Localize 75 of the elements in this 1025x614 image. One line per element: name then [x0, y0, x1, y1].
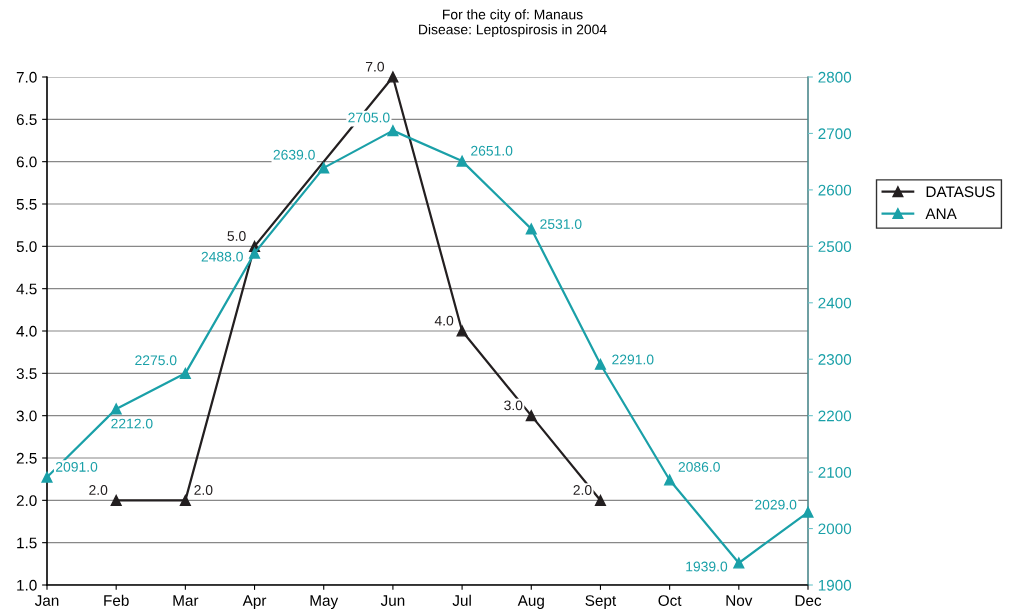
point: [525, 410, 537, 422]
data-label: 2705.0: [348, 112, 390, 123]
y-tick-label: 2.5: [16, 452, 37, 464]
point: [387, 71, 399, 83]
data-label: 2531.0: [540, 219, 582, 229]
y2-tick-label: 2200: [818, 410, 852, 422]
legend-label: DATASUS: [926, 186, 995, 198]
y-tick-label: 1.0: [17, 579, 37, 591]
data-label: 4.0: [434, 315, 454, 326]
x-tick-label: May: [310, 595, 339, 609]
y2-tick-label: 2000: [818, 523, 852, 535]
y2-tick-label: 2500: [818, 241, 852, 253]
x-tick-label: Aug: [517, 595, 544, 609]
x-tick-label: Oct: [658, 595, 682, 606]
point: [594, 358, 607, 370]
data-label: 1939.0: [686, 561, 728, 572]
data-label: 2.0: [194, 485, 213, 495]
x-tick-label: Mar: [173, 595, 199, 606]
legend-label: ANA: [925, 208, 957, 219]
data-label: 5.0: [227, 231, 246, 241]
y2-tick-label: 2300: [818, 354, 852, 365]
x-tick-label: Jul: [452, 594, 471, 606]
point: [110, 403, 122, 415]
y2-tick-label: 2700: [818, 128, 852, 140]
data-label: 2291.0: [612, 354, 654, 365]
y2-tick-label: 2600: [818, 184, 852, 196]
point: [664, 474, 676, 486]
x-tick-label: Sept: [585, 595, 617, 609]
x-tick-label: Dec: [795, 595, 822, 606]
point: [802, 506, 814, 518]
point: [110, 494, 122, 506]
point: [525, 223, 537, 235]
data-label: 2212.0: [111, 418, 153, 429]
point: [179, 494, 191, 506]
data-label: 2651.0: [471, 145, 513, 156]
y-tick-label: 5.5: [16, 199, 37, 210]
y-tick-label: 4.0: [16, 325, 37, 337]
x-tick-label: Feb: [104, 594, 129, 606]
point: [41, 471, 53, 483]
y2-tick-label: 2800: [818, 71, 852, 83]
chart-title: For the city of: Manaus Disease: Leptospirosis in 2004: [419, 9, 607, 38]
data-label: 2639.0: [273, 149, 315, 160]
x-tick-label: Jun: [380, 595, 405, 606]
y2-tick-label: 1900: [818, 579, 852, 591]
y-tick-label: 1.5: [17, 537, 37, 549]
point: [733, 557, 745, 569]
y-tick-label: 7.0: [16, 71, 37, 83]
y-tick-label: 3.5: [16, 368, 37, 380]
x-tick-label: Nov: [726, 595, 753, 606]
data-label: 2086.0: [678, 461, 720, 472]
data-label: 3.0: [504, 400, 523, 411]
data-label: 2029.0: [755, 499, 797, 510]
y2-tick-label: 2400: [818, 297, 852, 309]
data-label: 2275.0: [135, 355, 177, 366]
y-tick-label: 2.0: [16, 495, 37, 507]
x-tick-label: Apr: [242, 595, 267, 609]
point: [456, 155, 468, 167]
point: [387, 125, 399, 137]
y2-tick-label: 2100: [818, 466, 852, 478]
data-label: 7.0: [365, 61, 385, 72]
point: [179, 367, 191, 379]
y-tick-label: 3.0: [16, 410, 37, 422]
point: [318, 162, 330, 174]
point: [248, 247, 261, 259]
point: [456, 325, 468, 337]
data-label: 2.0: [573, 485, 592, 495]
y-tick-label: 4.5: [16, 283, 37, 295]
point: [594, 494, 607, 506]
data-label: 2488.0: [201, 251, 243, 262]
y-tick-label: 6.0: [16, 156, 37, 168]
y-tick-label: 5.0: [16, 241, 37, 253]
data-label: 2.0: [89, 485, 108, 495]
data-label: 2091.0: [56, 461, 98, 472]
y-tick-label: 6.5: [16, 114, 37, 126]
x-tick-label: Jan: [34, 595, 59, 606]
